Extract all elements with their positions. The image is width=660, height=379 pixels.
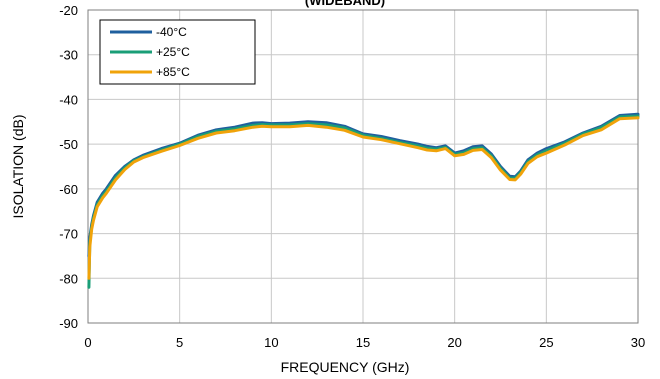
x-tick-label: 25 [539, 335, 553, 350]
y-tick-label: -60 [59, 182, 78, 197]
series-line-3 [87, 116, 640, 280]
x-axis-ticks: 0 5 10 15 20 25 30 [84, 335, 645, 350]
y-tick-label: -70 [59, 227, 78, 242]
y-axis-title: ISOLATION (dB) [10, 115, 26, 219]
gridlines [88, 10, 638, 323]
legend-label-2: +25°C [156, 45, 190, 59]
legend-label-1: -40°C [156, 25, 187, 39]
plot-frame [87, 9, 639, 324]
y-tick-label: -80 [59, 271, 78, 286]
legend-label-3: +85°C [156, 65, 190, 79]
y-tick-label: -50 [59, 137, 78, 152]
chart-title: (WIDEBAND) [305, 0, 385, 8]
x-tick-label: 30 [631, 335, 645, 350]
y-tick-label: -40 [59, 92, 78, 107]
y-tick-label: -30 [59, 48, 78, 63]
x-axis-title: FREQUENCY (GHz) [281, 359, 410, 375]
x-tick-label: 20 [447, 335, 461, 350]
x-tick-label: 0 [84, 335, 91, 350]
x-tick-label: 5 [176, 335, 183, 350]
series-lines [87, 112, 640, 289]
x-tick-label: 10 [264, 335, 278, 350]
legend: -40°C +25°C +85°C [99, 19, 256, 85]
y-axis-ticks: -90 -80 -70 -60 -50 -40 -30 -20 [59, 3, 78, 331]
y-tick-label: -20 [59, 3, 78, 18]
x-tick-label: 15 [356, 335, 370, 350]
y-tick-label: -90 [59, 316, 78, 331]
